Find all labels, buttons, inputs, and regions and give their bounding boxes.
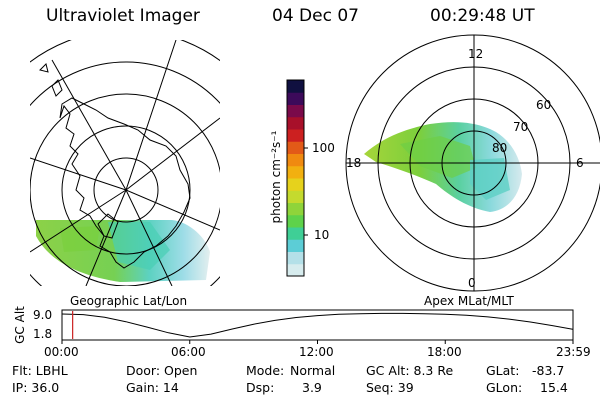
mlt-label-0: 0 <box>468 276 476 290</box>
alt-xtick-0000: 00:00 <box>44 345 79 359</box>
colorbar-segment <box>287 116 304 130</box>
geo-panel-label: Geographic Lat/Lon <box>70 294 188 308</box>
alt-xtick-1200: 12:00 <box>299 345 334 359</box>
info-glat-label: GLat: <box>486 363 520 378</box>
colorbar-segment <box>287 141 304 154</box>
info-glon-label: GLon: <box>486 380 523 395</box>
info-mode-value: Normal <box>290 363 336 378</box>
altitude-plot <box>61 309 574 344</box>
time-label: 00:29:48 UT <box>430 6 535 26</box>
mlt-label-12: 12 <box>468 47 484 61</box>
mlt-label-6: 6 <box>576 156 584 170</box>
info-glon-value: 15.4 <box>540 380 568 395</box>
altitude-line <box>61 312 573 338</box>
mlat-label-60: 60 <box>536 98 552 112</box>
alt-xtick-0600: 06:00 <box>171 345 206 359</box>
alt-xtick-1800: 18:00 <box>427 345 462 359</box>
instrument-title: Ultraviolet Imager <box>46 6 200 26</box>
alt-ytick-9: 9.0 <box>33 308 53 322</box>
info-door: Door: Open <box>126 363 198 378</box>
colorbar-segment <box>287 251 304 265</box>
info-gain: Gain: 14 <box>126 380 179 395</box>
colorbar-segment <box>287 263 304 277</box>
colorbar <box>286 79 308 277</box>
info-seq: Seq: 39 <box>366 380 414 395</box>
colorbar-segment <box>287 104 304 118</box>
colorbar-segment <box>287 227 304 240</box>
info-mode-label: Mode: <box>246 363 285 378</box>
alt-xtick-2359: 23:59 <box>556 345 591 359</box>
info-glat-value: -83.7 <box>532 363 565 378</box>
mag-panel <box>345 34 600 292</box>
mag-panel-label: Apex MLat/MLT <box>424 294 514 308</box>
colorbar-segment <box>287 178 304 191</box>
cbar-tick-10: 10 <box>314 228 330 242</box>
coastline <box>59 97 191 269</box>
colorbar-segment <box>287 92 304 105</box>
colorbar-segment <box>287 165 304 179</box>
mlt-label-18: 18 <box>346 156 362 170</box>
mlat-label-80: 80 <box>492 141 508 155</box>
date-label: 04 Dec 07 <box>272 6 359 26</box>
info-gc-alt: GC Alt: 8.3 Re <box>366 363 454 378</box>
colorbar-segment <box>287 239 304 252</box>
info-ip: IP: 36.0 <box>12 380 60 395</box>
colorbar-segment <box>287 80 304 93</box>
colorbar-segment <box>287 214 304 228</box>
geo-panel <box>30 40 220 286</box>
alt-ylabel: GC Alt <box>13 306 27 344</box>
colorbar-segment <box>287 129 304 142</box>
colorbar-segment <box>287 190 304 203</box>
info-dsp-value: 3.9 <box>302 380 322 395</box>
alt-ytick-1.8: 1.8 <box>33 327 53 341</box>
cbar-tick-100: 100 <box>312 141 335 155</box>
mlat-label-70: 70 <box>513 120 529 134</box>
info-dsp-label: Dsp: <box>246 380 275 395</box>
cbar-unit-label: photon cm⁻²s⁻¹ <box>269 130 283 224</box>
colorbar-segment <box>287 202 304 216</box>
colorbar-segment <box>287 153 304 167</box>
info-filter: Flt: LBHL <box>12 363 68 378</box>
